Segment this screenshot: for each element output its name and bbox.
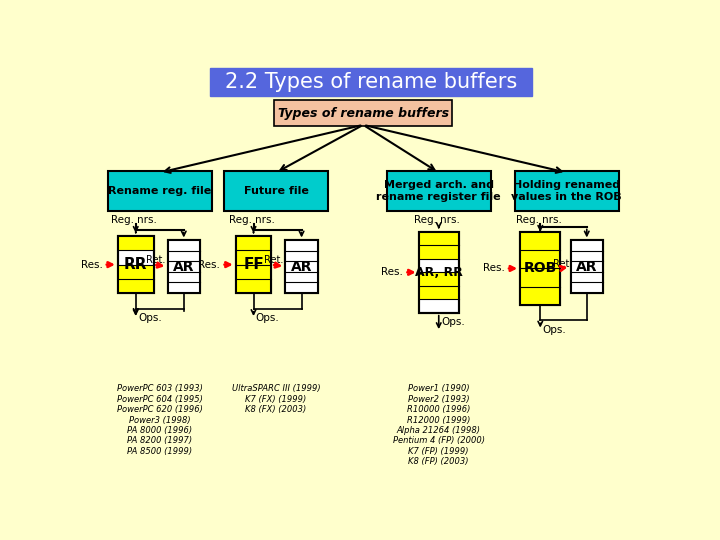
FancyBboxPatch shape <box>210 68 532 96</box>
Text: Reg.: Reg. <box>414 215 437 225</box>
Text: Ret.: Ret. <box>264 255 284 265</box>
FancyBboxPatch shape <box>520 287 560 305</box>
Text: UltraSPARC III (1999)
K7 (FX) (1999)
K8 (FX) (2003): UltraSPARC III (1999) K7 (FX) (1999) K8 … <box>232 384 320 414</box>
FancyBboxPatch shape <box>118 236 153 294</box>
FancyBboxPatch shape <box>108 171 212 211</box>
Text: ROB: ROB <box>523 261 557 275</box>
FancyBboxPatch shape <box>235 236 271 294</box>
Text: AR: AR <box>173 260 194 274</box>
Text: Res.: Res. <box>198 260 220 269</box>
Text: RR: RR <box>124 257 148 272</box>
FancyBboxPatch shape <box>285 261 318 272</box>
Text: nrs.: nrs. <box>441 215 460 225</box>
FancyBboxPatch shape <box>418 245 459 259</box>
Text: AR: AR <box>576 260 598 274</box>
Text: Ops.: Ops. <box>138 313 162 323</box>
FancyBboxPatch shape <box>235 236 271 250</box>
Text: FF: FF <box>243 257 264 272</box>
FancyBboxPatch shape <box>515 171 618 211</box>
Text: Reg.: Reg. <box>516 215 539 225</box>
Text: nrs.: nrs. <box>542 215 562 225</box>
FancyBboxPatch shape <box>570 251 603 261</box>
FancyBboxPatch shape <box>387 171 490 211</box>
FancyBboxPatch shape <box>168 272 200 282</box>
Text: PowerPC 603 (1993)
PowerPC 604 (1995)
PowerPC 620 (1996)
Power3 (1998)
PA 8000 (: PowerPC 603 (1993) PowerPC 604 (1995) Po… <box>117 384 203 456</box>
Text: Rename reg. file: Rename reg. file <box>108 186 212 196</box>
Text: Res.: Res. <box>482 264 505 273</box>
FancyBboxPatch shape <box>285 282 318 293</box>
Text: Future file: Future file <box>243 186 308 196</box>
Text: Merged arch. and
rename register file: Merged arch. and rename register file <box>377 180 501 202</box>
Text: Ops.: Ops. <box>543 325 567 335</box>
Text: Res.: Res. <box>381 267 403 278</box>
FancyBboxPatch shape <box>285 251 318 261</box>
Text: Ret.: Ret. <box>553 259 572 269</box>
FancyBboxPatch shape <box>520 268 560 287</box>
FancyBboxPatch shape <box>520 250 560 268</box>
Text: Reg.: Reg. <box>229 215 252 225</box>
FancyBboxPatch shape <box>285 240 318 251</box>
FancyBboxPatch shape <box>285 240 318 293</box>
FancyBboxPatch shape <box>418 272 459 286</box>
FancyBboxPatch shape <box>235 279 271 294</box>
Text: Ops.: Ops. <box>441 317 465 327</box>
Text: Holding renamed
values in the ROB: Holding renamed values in the ROB <box>511 180 622 202</box>
FancyBboxPatch shape <box>570 282 603 293</box>
FancyBboxPatch shape <box>570 272 603 282</box>
FancyBboxPatch shape <box>418 232 459 313</box>
FancyBboxPatch shape <box>235 265 271 279</box>
Text: Types of rename buffers: Types of rename buffers <box>278 107 449 120</box>
FancyBboxPatch shape <box>520 232 560 250</box>
FancyBboxPatch shape <box>168 282 200 293</box>
Text: Power1 (1990)
Power2 (1993)
R10000 (1996)
R12000 (1999)
Alpha 21264 (1998)
Penti: Power1 (1990) Power2 (1993) R10000 (1996… <box>392 384 485 466</box>
Text: Ops.: Ops. <box>256 313 279 323</box>
Text: Reg.: Reg. <box>111 215 134 225</box>
FancyBboxPatch shape <box>168 251 200 261</box>
FancyBboxPatch shape <box>274 100 452 126</box>
Text: AR, RR: AR, RR <box>415 266 463 279</box>
FancyBboxPatch shape <box>118 279 153 294</box>
Text: AR: AR <box>291 260 312 274</box>
FancyBboxPatch shape <box>418 232 459 245</box>
FancyBboxPatch shape <box>418 286 459 299</box>
FancyBboxPatch shape <box>235 250 271 265</box>
FancyBboxPatch shape <box>520 232 560 305</box>
FancyBboxPatch shape <box>118 236 153 250</box>
Text: Res.: Res. <box>81 260 102 269</box>
FancyBboxPatch shape <box>168 261 200 272</box>
FancyBboxPatch shape <box>168 240 200 293</box>
FancyBboxPatch shape <box>570 261 603 272</box>
Text: nrs.: nrs. <box>255 215 275 225</box>
FancyBboxPatch shape <box>570 240 603 251</box>
FancyBboxPatch shape <box>118 265 153 279</box>
FancyBboxPatch shape <box>224 171 328 211</box>
Text: Ret.: Ret. <box>146 255 166 265</box>
Text: 2.2 Types of rename buffers: 2.2 Types of rename buffers <box>225 72 517 92</box>
Text: nrs.: nrs. <box>138 215 157 225</box>
FancyBboxPatch shape <box>285 272 318 282</box>
FancyBboxPatch shape <box>168 240 200 251</box>
FancyBboxPatch shape <box>570 240 603 293</box>
